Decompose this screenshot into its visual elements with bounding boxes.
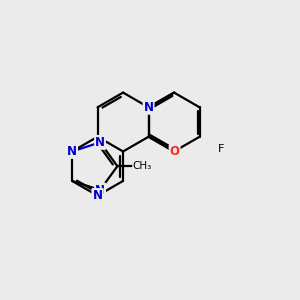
Text: N: N [93,189,103,202]
Text: CH₃: CH₃ [133,161,152,171]
Text: N: N [95,136,105,149]
Text: N: N [95,184,105,196]
Text: N: N [144,101,154,114]
Text: O: O [169,145,180,158]
Text: F: F [218,144,224,154]
Text: N: N [67,145,77,158]
Text: N: N [93,189,103,202]
